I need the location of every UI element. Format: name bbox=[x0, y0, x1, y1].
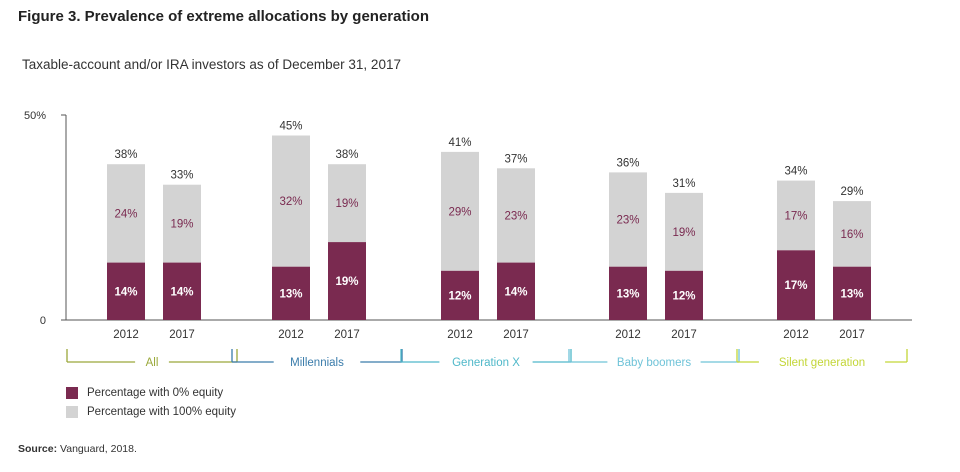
bar-segment-hundred-equity bbox=[665, 192, 703, 271]
group-label: All bbox=[146, 357, 159, 369]
data-label-hundred-equity: 19% bbox=[672, 227, 695, 239]
legend-swatch-hundred-equity bbox=[66, 405, 78, 418]
bar-segment-hundred-equity bbox=[777, 180, 815, 251]
bar-segment-zero-equity bbox=[107, 262, 145, 320]
x-tick-label: 2012 bbox=[783, 329, 809, 341]
bar-segment-hundred-equity bbox=[107, 164, 145, 263]
chart-subtitle: Taxable-account and/or IRA investors as … bbox=[22, 57, 401, 72]
bar-segment-hundred-equity bbox=[272, 135, 310, 267]
data-label-total: 45% bbox=[279, 121, 302, 133]
x-tick-label: 2012 bbox=[278, 329, 304, 341]
bar-segment-zero-equity bbox=[777, 250, 815, 320]
group-label: Silent generation bbox=[779, 357, 865, 369]
data-label-zero-equity: 12% bbox=[448, 290, 471, 302]
legend-item-zero-equity: Percentage with 0% equity bbox=[66, 383, 236, 402]
data-label-zero-equity: 19% bbox=[335, 276, 358, 288]
legend-swatch-zero-equity bbox=[66, 386, 78, 399]
data-label-total: 29% bbox=[840, 186, 863, 198]
x-tick-label: 2017 bbox=[169, 329, 195, 341]
chart-title: Figure 3. Prevalence of extreme allocati… bbox=[18, 8, 429, 25]
data-label-hundred-equity: 23% bbox=[616, 215, 639, 227]
data-label-hundred-equity: 19% bbox=[170, 219, 193, 231]
legend-label-hundred-equity: Percentage with 100% equity bbox=[87, 405, 236, 418]
data-label-zero-equity: 13% bbox=[840, 288, 863, 300]
data-label-zero-equity: 14% bbox=[114, 286, 137, 298]
x-tick-label: 2012 bbox=[447, 329, 473, 341]
x-tick-label: 2012 bbox=[615, 329, 641, 341]
group-label: Generation X bbox=[452, 357, 520, 369]
data-label-hundred-equity: 29% bbox=[448, 206, 471, 218]
bar-segment-zero-equity bbox=[497, 262, 535, 320]
bar-segment-zero-equity bbox=[833, 266, 871, 320]
bar-segment-hundred-equity bbox=[163, 184, 201, 263]
data-label-zero-equity: 17% bbox=[784, 280, 807, 292]
bar-segment-zero-equity bbox=[441, 270, 479, 320]
bar-segment-hundred-equity bbox=[833, 201, 871, 267]
data-label-hundred-equity: 24% bbox=[114, 208, 137, 220]
group-label: Millennials bbox=[290, 357, 344, 369]
data-label-hundred-equity: 32% bbox=[279, 196, 302, 208]
source-note: Source: Vanguard, 2018. bbox=[18, 443, 137, 455]
y-tick-label: 0 bbox=[40, 315, 46, 327]
data-label-total: 33% bbox=[170, 170, 193, 182]
bar-segment-hundred-equity bbox=[441, 151, 479, 271]
x-tick-label: 2017 bbox=[503, 329, 529, 341]
data-label-zero-equity: 14% bbox=[504, 286, 527, 298]
source-text: Vanguard, 2018. bbox=[60, 443, 137, 455]
data-label-total: 37% bbox=[504, 153, 527, 165]
bar-segment-zero-equity bbox=[328, 242, 366, 320]
bar-segment-hundred-equity bbox=[497, 168, 535, 263]
x-tick-label: 2017 bbox=[334, 329, 360, 341]
bar-segment-zero-equity bbox=[163, 262, 201, 320]
bar-segment-zero-equity bbox=[609, 266, 647, 320]
data-label-zero-equity: 13% bbox=[279, 288, 302, 300]
bar-segment-hundred-equity bbox=[328, 164, 366, 243]
data-label-hundred-equity: 19% bbox=[335, 198, 358, 210]
x-tick-label: 2017 bbox=[839, 329, 865, 341]
source-label: Source: bbox=[18, 443, 58, 455]
data-label-hundred-equity: 23% bbox=[504, 210, 527, 222]
data-label-total: 38% bbox=[114, 149, 137, 161]
x-tick-label: 2017 bbox=[671, 329, 697, 341]
y-tick-label: 50% bbox=[24, 110, 46, 122]
bar-segment-hundred-equity bbox=[609, 172, 647, 267]
data-label-zero-equity: 12% bbox=[672, 290, 695, 302]
data-label-total: 36% bbox=[616, 157, 639, 169]
data-label-hundred-equity: 17% bbox=[784, 210, 807, 222]
data-label-hundred-equity: 16% bbox=[840, 229, 863, 241]
bar-segment-zero-equity bbox=[272, 266, 310, 320]
data-label-total: 31% bbox=[672, 178, 695, 190]
data-label-zero-equity: 13% bbox=[616, 288, 639, 300]
legend-item-hundred-equity: Percentage with 100% equity bbox=[66, 402, 236, 421]
data-label-total: 41% bbox=[448, 137, 471, 149]
x-tick-label: 2012 bbox=[113, 329, 139, 341]
data-label-total: 38% bbox=[335, 149, 358, 161]
data-label-total: 34% bbox=[784, 166, 807, 178]
bar-segment-zero-equity bbox=[665, 270, 703, 320]
data-label-zero-equity: 14% bbox=[170, 286, 193, 298]
legend: Percentage with 0% equity Percentage wit… bbox=[66, 383, 236, 421]
group-label: Baby boomers bbox=[617, 357, 691, 369]
legend-label-zero-equity: Percentage with 0% equity bbox=[87, 386, 224, 399]
